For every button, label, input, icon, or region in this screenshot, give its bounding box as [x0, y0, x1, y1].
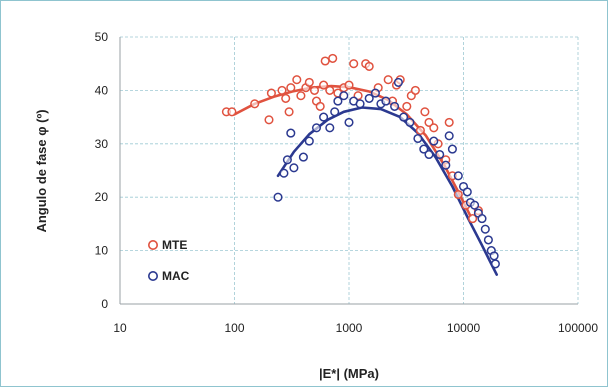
data-point-mte	[420, 107, 430, 117]
data-points	[221, 53, 500, 269]
y-tick-label: 10	[95, 244, 109, 258]
data-point-mac	[490, 259, 500, 269]
data-point-mte	[264, 115, 274, 125]
legend-label-mac: MAC	[162, 269, 190, 283]
data-point-mac	[429, 136, 439, 146]
data-point-mac	[477, 214, 487, 224]
data-point-mte	[402, 101, 412, 111]
data-point-mte	[320, 56, 330, 66]
data-point-mte	[349, 59, 359, 69]
x-tick-label: 10000	[447, 321, 481, 335]
data-point-mte	[292, 75, 302, 85]
data-point-mac	[330, 107, 340, 117]
data-point-mte	[266, 88, 276, 98]
data-point-mac	[298, 152, 308, 162]
x-tick-label: 10	[113, 321, 127, 335]
data-point-mte	[286, 83, 296, 93]
legend-marker-mte	[148, 240, 159, 251]
data-point-mac	[289, 163, 299, 173]
axes	[119, 37, 578, 305]
y-tick-label: 50	[95, 30, 109, 44]
data-point-mte	[328, 53, 338, 63]
data-point-mac	[364, 93, 374, 103]
data-point-mac	[453, 171, 463, 181]
data-point-mte	[304, 77, 314, 87]
grid-lines	[120, 36, 579, 304]
y-tick-label: 0	[101, 297, 108, 311]
legend-label-mte: MTE	[162, 238, 187, 252]
data-point-mac	[424, 149, 434, 160]
data-point-mac	[279, 168, 289, 178]
y-tick-label: 20	[95, 190, 109, 204]
legend: MTE MAC	[148, 238, 190, 283]
data-point-mac	[435, 149, 445, 160]
data-point-mac	[393, 77, 403, 87]
data-point-mac	[444, 131, 454, 141]
data-point-mac	[390, 101, 400, 111]
data-point-mte	[453, 189, 463, 200]
trend-line-mte	[233, 84, 472, 218]
data-point-mac	[319, 112, 329, 122]
data-point-mac	[480, 224, 490, 234]
tick-labels: 0 10 20 30 40 50 10 100 1000 10000 100000	[95, 30, 599, 335]
data-point-mac	[355, 99, 365, 109]
x-tick-label: 100000	[558, 321, 598, 335]
data-point-mac	[489, 251, 499, 261]
data-point-mte	[296, 91, 306, 101]
data-point-mte	[364, 61, 374, 71]
data-point-mte	[284, 107, 294, 117]
data-point-mac	[282, 155, 292, 165]
data-point-mte	[277, 85, 287, 95]
data-point-mac	[462, 187, 472, 197]
data-point-mac	[273, 192, 283, 202]
data-point-mac	[405, 117, 415, 127]
data-point-mac	[325, 123, 335, 133]
data-point-mac	[370, 88, 380, 98]
data-point-mac	[413, 133, 423, 144]
data-point-mac	[304, 136, 314, 146]
data-point-mac	[344, 117, 354, 127]
data-point-mac	[447, 144, 457, 154]
y-tick-label: 40	[95, 83, 109, 97]
data-point-mac	[470, 200, 480, 210]
x-axis-label: |E*| (MPa)	[319, 366, 379, 381]
y-axis-label: Angulo de fase φ (º)	[34, 109, 49, 232]
data-point-mte	[344, 80, 354, 90]
data-point-mte	[415, 125, 425, 135]
data-point-mac	[311, 123, 322, 133]
data-point-mte	[444, 117, 454, 127]
data-point-mte	[319, 80, 329, 90]
data-point-mac	[441, 160, 451, 170]
data-point-mte	[281, 93, 291, 103]
data-point-mac	[399, 112, 409, 122]
data-point-mac	[286, 128, 296, 138]
data-point-mte	[410, 85, 420, 95]
data-point-mte	[325, 85, 335, 95]
x-tick-label: 1000	[336, 321, 363, 335]
data-point-mac	[483, 235, 493, 245]
data-point-mte	[315, 101, 325, 111]
data-point-mte	[383, 75, 393, 85]
data-point-mte	[309, 85, 320, 95]
legend-marker-mac	[148, 270, 159, 281]
data-point-mte	[468, 214, 478, 224]
y-tick-label: 30	[95, 137, 109, 151]
x-tick-label: 100	[224, 321, 244, 335]
data-point-mac	[419, 144, 429, 154]
data-point-mte	[227, 107, 237, 117]
data-point-mac	[339, 91, 349, 101]
data-point-mac	[381, 96, 391, 106]
data-point-mte	[250, 99, 260, 109]
data-point-mte	[429, 123, 439, 133]
trend-lines	[233, 84, 498, 276]
data-point-mac	[333, 96, 343, 106]
